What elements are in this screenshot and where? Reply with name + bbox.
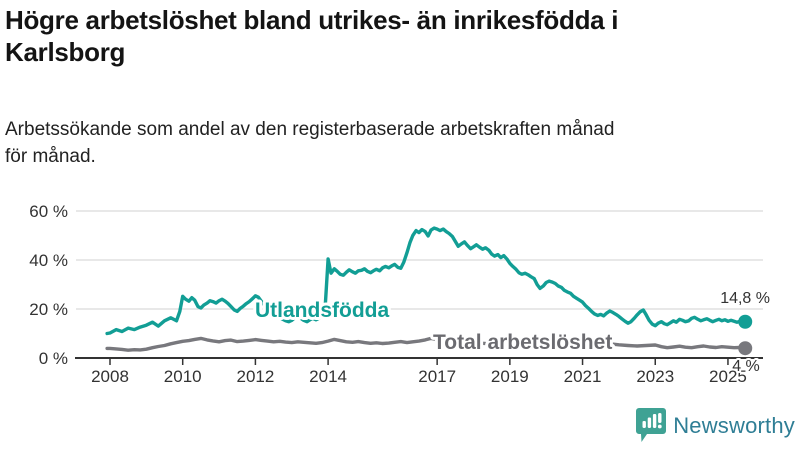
series-label-total-arbetsloshet: Total arbetslöshet xyxy=(433,331,612,354)
newsworthy-logo: Newsworthy xyxy=(636,407,795,444)
series-label-utlandsfodda: Utlandsfödda xyxy=(255,299,389,322)
series-end-dot-utlandsfodda xyxy=(738,314,753,329)
y-tick-label: 20 % xyxy=(29,300,68,319)
y-tick-label: 40 % xyxy=(29,251,68,270)
page-title-line2: Karlsborg xyxy=(5,37,126,67)
y-tick-label: 60 % xyxy=(29,202,68,221)
bar-chart-speech-bubble-icon xyxy=(636,408,667,442)
x-tick-label: 2025 xyxy=(709,367,747,386)
x-tick-label: 2023 xyxy=(636,367,674,386)
end-value-label-utlandsfodda: 14,8 % xyxy=(720,290,770,307)
series-end-dot-total-arbetsloshet xyxy=(738,341,753,356)
page-title-line1: Högre arbetslöshet bland utrikes- än inr… xyxy=(5,5,619,35)
page-subtitle-line1: Arbetssökande som andel av den registerb… xyxy=(5,119,615,140)
x-tick-label: 2021 xyxy=(564,367,602,386)
x-tick-label: 2012 xyxy=(236,367,274,386)
page-subtitle: Arbetssökande som andel av den registerb… xyxy=(5,116,785,170)
y-tick-label: 0 % xyxy=(39,349,68,368)
x-tick-label: 2019 xyxy=(491,367,529,386)
end-value-label-total-arbetsloshet: 4 % xyxy=(732,358,760,375)
x-tick-label: 2008 xyxy=(91,367,129,386)
series-line-utlandsfodda xyxy=(105,226,745,336)
page-title: Högre arbetslöshet bland utrikes- än inr… xyxy=(5,4,785,68)
x-tick-label: 2010 xyxy=(164,367,202,386)
x-tick-label: 2017 xyxy=(418,367,456,386)
x-tick-label: 2014 xyxy=(309,367,347,386)
series-line-total-arbetsloshet xyxy=(105,336,745,352)
page-subtitle-line2: för månad. xyxy=(5,146,96,167)
newsworthy-wordmark: Newsworthy xyxy=(673,412,795,438)
